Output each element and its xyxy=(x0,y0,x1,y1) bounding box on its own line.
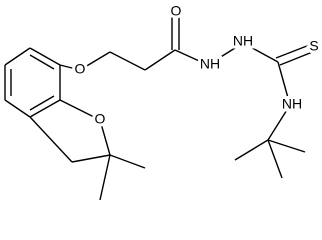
atom-label: NH xyxy=(200,56,220,72)
bond xyxy=(59,64,81,71)
atom-label: NH xyxy=(233,33,253,49)
bond xyxy=(79,51,111,71)
bond xyxy=(242,42,279,63)
atom-label: NH xyxy=(282,96,302,112)
atom-label: O xyxy=(171,3,182,19)
bond xyxy=(267,104,291,141)
bond xyxy=(29,54,55,70)
bond xyxy=(4,99,31,118)
bond xyxy=(29,95,55,111)
bonds xyxy=(4,14,316,201)
bond xyxy=(267,139,283,179)
bond xyxy=(109,51,146,71)
atom-label: S xyxy=(309,38,318,54)
bond xyxy=(267,139,306,153)
bond xyxy=(99,119,111,156)
atom-label: O xyxy=(95,111,106,127)
bond xyxy=(277,61,291,106)
bond xyxy=(174,49,209,66)
bond xyxy=(207,42,244,66)
molecule: O O NH NH S NH O xyxy=(4,2,319,201)
bond xyxy=(99,154,111,201)
bond xyxy=(59,99,101,121)
bond xyxy=(279,50,316,66)
bond xyxy=(29,99,61,118)
atom-label: O xyxy=(75,61,86,77)
bond xyxy=(144,49,176,71)
bond xyxy=(275,43,313,59)
bond xyxy=(29,116,73,163)
bond xyxy=(29,47,61,66)
bond xyxy=(109,154,146,169)
bond xyxy=(234,139,269,161)
bond xyxy=(4,47,31,66)
bond xyxy=(71,154,111,163)
